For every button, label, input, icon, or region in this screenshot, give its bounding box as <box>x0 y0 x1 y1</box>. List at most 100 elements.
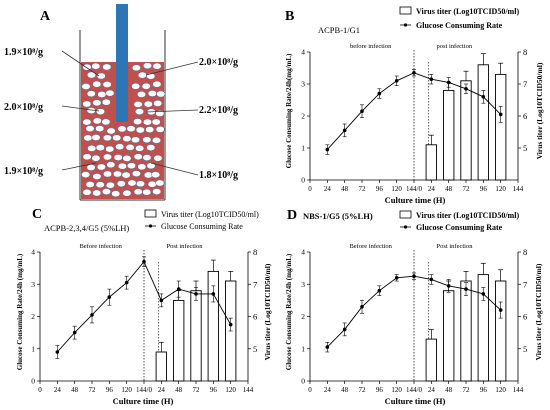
y-left-tick-label: 1 <box>301 144 305 153</box>
x-tick-label: 120 <box>225 386 236 394</box>
titer-bar <box>425 144 437 181</box>
carrier-bead <box>117 162 127 170</box>
legend-line-label: Glucose Consuming Rate <box>161 222 243 231</box>
carrier-bead <box>133 153 143 161</box>
carrier-bead <box>133 101 143 108</box>
carrier-bead <box>85 125 95 132</box>
legend-bar-swatch <box>399 6 412 15</box>
panel-c-letter: C <box>32 207 42 222</box>
carrier-bead <box>86 90 96 98</box>
x-tick-label: 72 <box>193 386 201 394</box>
glucose-point <box>107 295 112 299</box>
carrier-bead <box>155 126 165 133</box>
x-tick-label: 72 <box>463 386 471 394</box>
titer-bar <box>477 274 489 382</box>
panel-d-chart: D NBS-1/G5 (5%LH) Virus titer (Log10TCID… <box>285 208 543 406</box>
y-right-tick-label: 8 <box>523 247 527 257</box>
glucose-point <box>377 288 382 293</box>
carrier-bead <box>155 179 165 187</box>
carrier-bead <box>87 145 97 152</box>
y-right-tick-label: 8 <box>523 47 527 57</box>
x-tick-label: 120 <box>391 386 402 394</box>
carrier-bead <box>125 144 135 151</box>
carrier-bead <box>96 72 106 80</box>
carrier-bead <box>105 89 115 97</box>
glucose-point <box>360 109 364 113</box>
glucose-point <box>429 277 434 282</box>
y-right-tick-label: 6 <box>253 312 257 322</box>
glucose-point <box>429 77 434 81</box>
carrier-bead <box>85 181 95 188</box>
titer-bar <box>190 290 202 382</box>
carrier-bead <box>92 173 102 180</box>
y-right-tick-label: 5 <box>523 143 527 153</box>
glucose-point <box>176 287 181 291</box>
legend-line-marker <box>148 224 153 228</box>
glucose-point <box>90 313 94 317</box>
y-left-tick-label: 0 <box>301 176 305 185</box>
carrier-bead <box>106 161 116 169</box>
titer-bar <box>155 351 167 382</box>
density-label-left-3: 1.9×10⁸/g <box>4 166 43 177</box>
carrier-bead <box>133 118 143 125</box>
glucose-point <box>446 284 451 288</box>
panel-b-y-left-label: Glucose Consuming Rate/24h(mg/mL) <box>285 53 293 168</box>
panel-d-subtitle: NBS-1/G5 (5%LH) <box>303 211 373 221</box>
y-left-tick-label: 4 <box>301 248 305 257</box>
carrier-bead <box>147 180 157 188</box>
carrier-bead <box>131 170 141 177</box>
glucose-point <box>498 308 503 312</box>
carrier-bead <box>122 155 132 162</box>
y-left-tick-label: 3 <box>301 280 305 289</box>
panel-c-x-label: Culture time (H) <box>113 396 174 406</box>
density-label-right-1: 2.0×10⁸/g <box>199 57 238 68</box>
carrier-bead <box>135 126 145 134</box>
sampling-tube <box>116 4 128 122</box>
titer-bar <box>495 73 507 181</box>
carrier-bead <box>115 143 125 151</box>
glucose-point <box>498 112 503 117</box>
carrier-bead <box>82 100 92 108</box>
carrier-bead <box>82 153 92 161</box>
panel-d-x-label: Culture time (H) <box>385 396 446 406</box>
glucose-point <box>394 276 399 280</box>
legend-line-marker <box>403 23 408 27</box>
carrier-bead <box>92 189 102 197</box>
y-right-tick-label: 7 <box>253 279 257 289</box>
panel-c-chart: C ACPB-2,3,4/G5 (5%LH) Virus titer (Log1… <box>16 207 272 406</box>
carrier-bead <box>122 189 132 197</box>
carrier-bead <box>105 145 115 153</box>
carrier-bead <box>83 134 93 142</box>
glucose-point <box>481 95 486 99</box>
carrier-bead <box>105 181 115 189</box>
titer-bar <box>443 290 455 382</box>
carrier-bead <box>152 62 162 70</box>
carrier-bead <box>142 154 152 161</box>
carrier-bead <box>87 71 96 79</box>
density-label-left-2: 2.0×10⁸/g <box>4 102 43 113</box>
legend-bar-label: Virus titer (Log10TCID50/ml) <box>416 211 519 220</box>
glucose-point <box>446 80 451 85</box>
carrier-bead <box>156 90 166 98</box>
carrier-bead <box>131 82 141 90</box>
carrier-bead <box>141 82 151 90</box>
carrier-bead <box>143 62 152 70</box>
x-tick-label: 96 <box>210 386 218 394</box>
reactor-vessel <box>79 4 166 201</box>
carrier-bead <box>112 134 122 142</box>
titer-bar <box>443 89 455 181</box>
carrier-bead <box>133 188 143 196</box>
x-tick-label: 0 <box>308 386 312 394</box>
glucose-point <box>142 259 146 264</box>
carrier-bead <box>96 108 105 115</box>
x-tick-label: 144 <box>513 185 524 193</box>
carrier-bead <box>142 136 152 144</box>
carrier-bead <box>81 171 91 178</box>
x-tick-label: 96 <box>480 185 488 193</box>
carrier-bead <box>152 188 162 195</box>
y-right-tick-label: 6 <box>523 312 527 322</box>
x-tick-label: 48 <box>445 185 453 193</box>
phase-label-after: Post infection <box>167 243 204 250</box>
carrier-bead <box>102 63 112 71</box>
